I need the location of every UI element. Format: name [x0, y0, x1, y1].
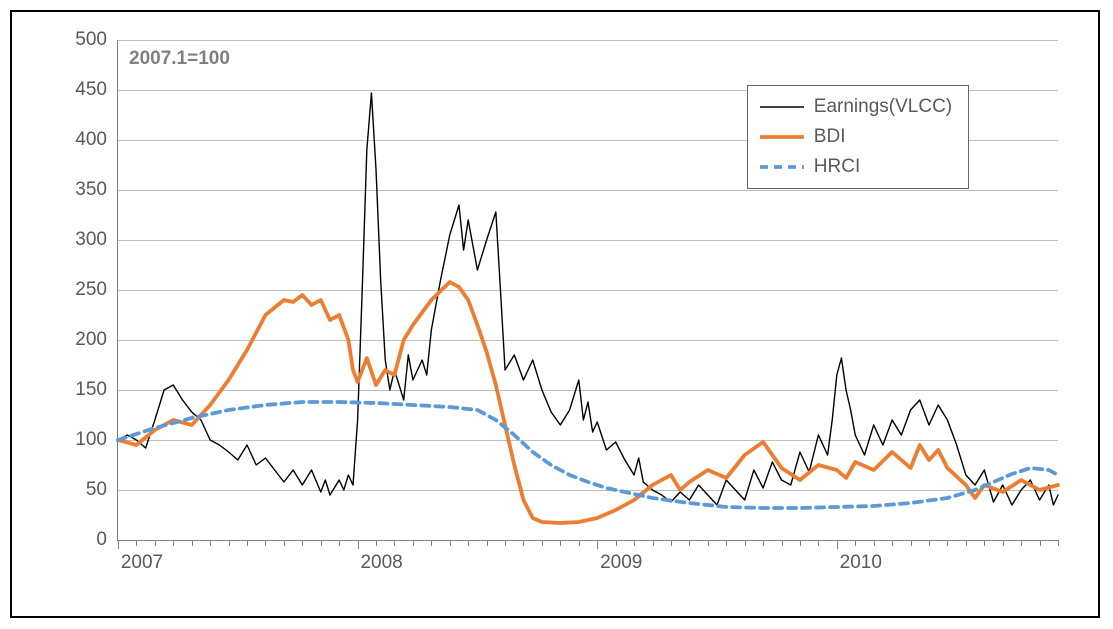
x-axis-label: 2010	[840, 552, 882, 574]
x-minor-tick	[505, 540, 506, 546]
x-axis-label: 2007	[121, 552, 163, 574]
y-axis-label: 50	[47, 479, 107, 501]
x-minor-tick	[321, 540, 322, 546]
x-major-tick	[358, 540, 359, 549]
x-minor-tick	[1003, 540, 1004, 546]
y-axis-label: 400	[47, 129, 107, 151]
x-minor-tick	[1040, 540, 1041, 546]
x-minor-tick	[1021, 540, 1022, 546]
x-minor-tick	[726, 540, 727, 546]
x-minor-tick	[339, 540, 340, 546]
x-minor-tick	[431, 540, 432, 546]
x-minor-tick	[284, 540, 285, 546]
x-minor-tick	[763, 540, 764, 546]
y-axis-label: 500	[47, 29, 107, 51]
x-minor-tick	[450, 540, 451, 546]
y-axis-label: 300	[47, 229, 107, 251]
x-major-tick	[118, 540, 119, 549]
y-axis-label: 450	[47, 79, 107, 101]
y-axis-label: 350	[47, 179, 107, 201]
legend-item: Earnings(VLCC)	[760, 92, 952, 122]
x-minor-tick	[818, 540, 819, 546]
y-axis-label: 250	[47, 279, 107, 301]
x-minor-tick	[874, 540, 875, 546]
x-minor-tick	[745, 540, 746, 546]
x-minor-tick	[542, 540, 543, 546]
legend-swatch	[760, 127, 804, 147]
x-major-tick	[837, 540, 838, 549]
x-minor-tick	[413, 540, 414, 546]
x-minor-tick	[855, 540, 856, 546]
x-minor-tick	[671, 540, 672, 546]
x-minor-tick	[560, 540, 561, 546]
x-axis-label: 2009	[600, 552, 642, 574]
x-minor-tick	[155, 540, 156, 546]
y-axis-label: 0	[47, 529, 107, 551]
x-minor-tick	[210, 540, 211, 546]
x-minor-tick	[616, 540, 617, 546]
y-axis-label: 150	[47, 379, 107, 401]
legend-item: BDI	[760, 122, 952, 152]
x-minor-tick	[689, 540, 690, 546]
legend-item: HRCI	[760, 152, 952, 182]
x-minor-tick	[192, 540, 193, 546]
chart-frame: 0 50 100 150 200 250 300 350 400 450 500 2007 2008 20…	[10, 10, 1100, 618]
x-minor-tick	[376, 540, 377, 546]
x-minor-tick	[247, 540, 248, 546]
x-axis-label: 2008	[360, 552, 402, 574]
x-minor-tick	[1058, 540, 1059, 546]
legend-label: BDI	[814, 126, 846, 148]
x-minor-tick	[265, 540, 266, 546]
y-axis-label: 100	[47, 429, 107, 451]
x-minor-tick	[468, 540, 469, 546]
x-minor-tick	[229, 540, 230, 546]
x-minor-tick	[653, 540, 654, 546]
x-minor-tick	[966, 540, 967, 546]
x-minor-tick	[302, 540, 303, 546]
x-minor-tick	[173, 540, 174, 546]
x-minor-tick	[782, 540, 783, 546]
x-minor-tick	[892, 540, 893, 546]
legend-swatch	[760, 97, 804, 117]
x-minor-tick	[947, 540, 948, 546]
x-minor-tick	[708, 540, 709, 546]
x-minor-tick	[800, 540, 801, 546]
x-minor-tick	[523, 540, 524, 546]
legend-swatch	[760, 157, 804, 177]
x-minor-tick	[579, 540, 580, 546]
legend-label: HRCI	[814, 156, 860, 178]
x-minor-tick	[634, 540, 635, 546]
y-axis-label: 200	[47, 329, 107, 351]
line-chart: 0 50 100 150 200 250 300 350 400 450 500 2007 2008 20…	[47, 30, 1067, 595]
legend-label: Earnings(VLCC)	[814, 96, 952, 118]
x-minor-tick	[394, 540, 395, 546]
x-minor-tick	[984, 540, 985, 546]
x-minor-tick	[929, 540, 930, 546]
x-minor-tick	[487, 540, 488, 546]
x-major-tick	[597, 540, 598, 549]
baseline-annotation: 2007.1=100	[129, 48, 230, 70]
x-minor-tick	[136, 540, 137, 546]
legend: Earnings(VLCC) BDI HRCI	[747, 85, 969, 189]
x-minor-tick	[911, 540, 912, 546]
